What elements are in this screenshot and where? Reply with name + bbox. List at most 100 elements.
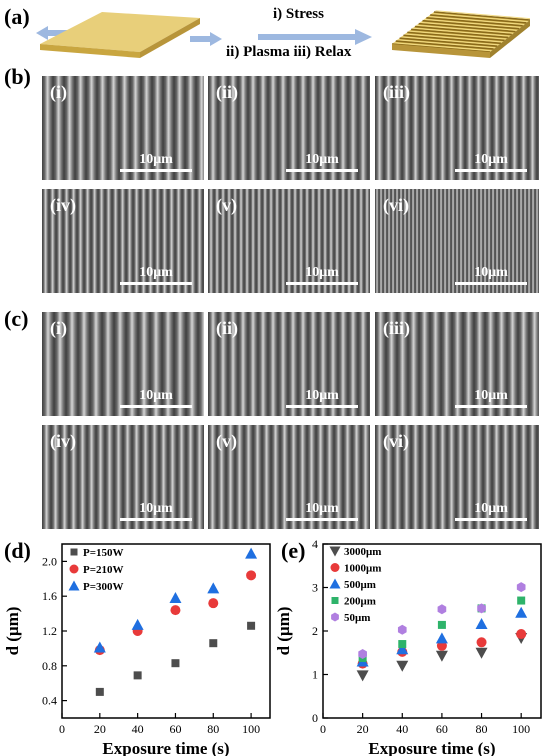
data-point [516, 629, 527, 640]
y-axis-label: d (μm) [3, 607, 22, 656]
data-point [356, 670, 369, 682]
data-point [209, 639, 218, 648]
data-point [171, 659, 180, 668]
sem-image-label: (vi) [383, 195, 409, 215]
x-tick-label: 60 [436, 722, 448, 736]
data-point [396, 660, 409, 672]
scale-bar-label: 10μm [474, 501, 508, 516]
scale-bar: 10μm [286, 153, 358, 172]
scale-bar: 10μm [455, 153, 527, 172]
scale-bar: 10μm [120, 266, 192, 285]
data-point [245, 547, 258, 559]
x-tick-label: 40 [132, 722, 144, 736]
panel-b-sem-image-i: (i) 10μm [42, 76, 204, 180]
legend-marker [70, 548, 78, 556]
panel-b-sem-image-iv: (iv) 10μm [42, 189, 204, 293]
legend-marker [329, 546, 341, 557]
panel-label: (e) [281, 538, 305, 563]
data-point [398, 640, 407, 649]
sem-image-label: (vi) [383, 431, 409, 451]
data-point [435, 650, 448, 662]
scale-bar-label: 10μm [305, 265, 339, 280]
data-point [131, 618, 144, 630]
panel-c-sem-image-iii: (iii) 10μm [375, 312, 539, 416]
legend-marker [69, 564, 79, 574]
panel-b-sem-image-iii: (iii) 10μm [375, 76, 539, 180]
scale-bar: 10μm [120, 502, 192, 521]
data-point [515, 606, 528, 618]
y-tick-label: 0.4 [42, 694, 57, 708]
legend-entry: P=300W [83, 581, 124, 593]
scale-bar: 10μm [120, 153, 192, 172]
legend-entry: 3000μm [344, 546, 381, 558]
sem-image-label: (i) [50, 82, 67, 102]
data-point [169, 591, 182, 603]
x-tick-label: 20 [357, 722, 369, 736]
sem-image-label: (i) [50, 318, 67, 338]
stress-arrow-left [36, 26, 70, 40]
panel-c-sem-image-ii: (ii) 10μm [208, 312, 370, 416]
scale-bar-label: 10μm [139, 152, 173, 167]
panel-label: (d) [4, 538, 31, 563]
step-plasma-relax-label: ii) Plasma iii) Relax [226, 44, 352, 60]
panel-b-sem-image-ii: (ii) 10μm [208, 76, 370, 180]
data-point [170, 605, 181, 616]
wrinkled-substrate [391, 10, 530, 58]
scale-bar: 10μm [286, 502, 358, 521]
scale-bar-label: 10μm [139, 388, 173, 403]
sem-image-label: (v) [216, 195, 237, 215]
legend-entry: 1000μm [344, 563, 381, 575]
data-point [396, 643, 409, 655]
scale-bar-label: 10μm [305, 152, 339, 167]
sem-image-label: (ii) [216, 82, 238, 102]
scale-bar: 10μm [286, 266, 358, 285]
x-tick-label: 40 [396, 722, 408, 736]
data-point [516, 582, 526, 593]
scale-bar-label: 10μm [474, 388, 508, 403]
legend-marker [329, 578, 341, 589]
scale-bar: 10μm [455, 389, 527, 408]
data-point [477, 603, 486, 614]
panel-a-label: (a) [4, 4, 30, 29]
data-point [476, 637, 487, 648]
y-tick-label: 0 [312, 711, 318, 725]
x-tick-label: 20 [94, 722, 106, 736]
data-point [358, 649, 367, 660]
flat-substrate [40, 12, 200, 58]
step-stress-label: i) Stress [273, 6, 324, 22]
legend-marker [331, 612, 339, 622]
x-axis-label: Exposure time (s) [102, 739, 229, 756]
y-tick-label: 0.8 [42, 659, 57, 673]
data-point [93, 641, 106, 653]
x-tick-label: 0 [59, 722, 65, 736]
x-axis-label: Exposure time (s) [368, 739, 495, 756]
data-point [246, 570, 257, 581]
y-tick-label: 1.6 [42, 589, 57, 603]
legend-entry: P=210W [83, 564, 124, 576]
panel-c-sem-image-iv: (iv) 10μm [42, 425, 204, 529]
panel-c-sem-image-i: (i) 10μm [42, 312, 204, 416]
y-tick-label: 1 [312, 668, 318, 682]
stress-arrow-right [190, 32, 222, 46]
scale-bar-label: 10μm [305, 388, 339, 403]
panel-b-sem-image-vi: (vi) 10μm [375, 189, 539, 293]
y-tick-label: 3 [312, 581, 318, 595]
data-point [435, 632, 448, 644]
scale-bar-label: 10μm [139, 501, 173, 516]
x-tick-label: 80 [207, 722, 219, 736]
panel-c-sem-image-vi: (vi) 10μm [375, 425, 539, 529]
legend-entry: 200μm [344, 596, 376, 608]
scale-bar-label: 10μm [474, 265, 508, 280]
data-point [208, 598, 219, 609]
scale-bar-label: 10μm [139, 265, 173, 280]
x-tick-label: 60 [169, 722, 181, 736]
legend-entry: 50μm [344, 612, 370, 624]
panel-a-schematic [36, 10, 530, 58]
data-point [133, 671, 142, 680]
legend-marker [330, 563, 340, 572]
process-arrow [258, 29, 372, 45]
scale-bar: 10μm [120, 389, 192, 408]
y-tick-label: 2.0 [42, 554, 57, 568]
sem-image-label: (iii) [383, 318, 410, 338]
chart-d: (d) 0 20 40 60 80 100 0.4 0.8 1.2 1.6 2.0 Exposure t… [3, 538, 271, 756]
